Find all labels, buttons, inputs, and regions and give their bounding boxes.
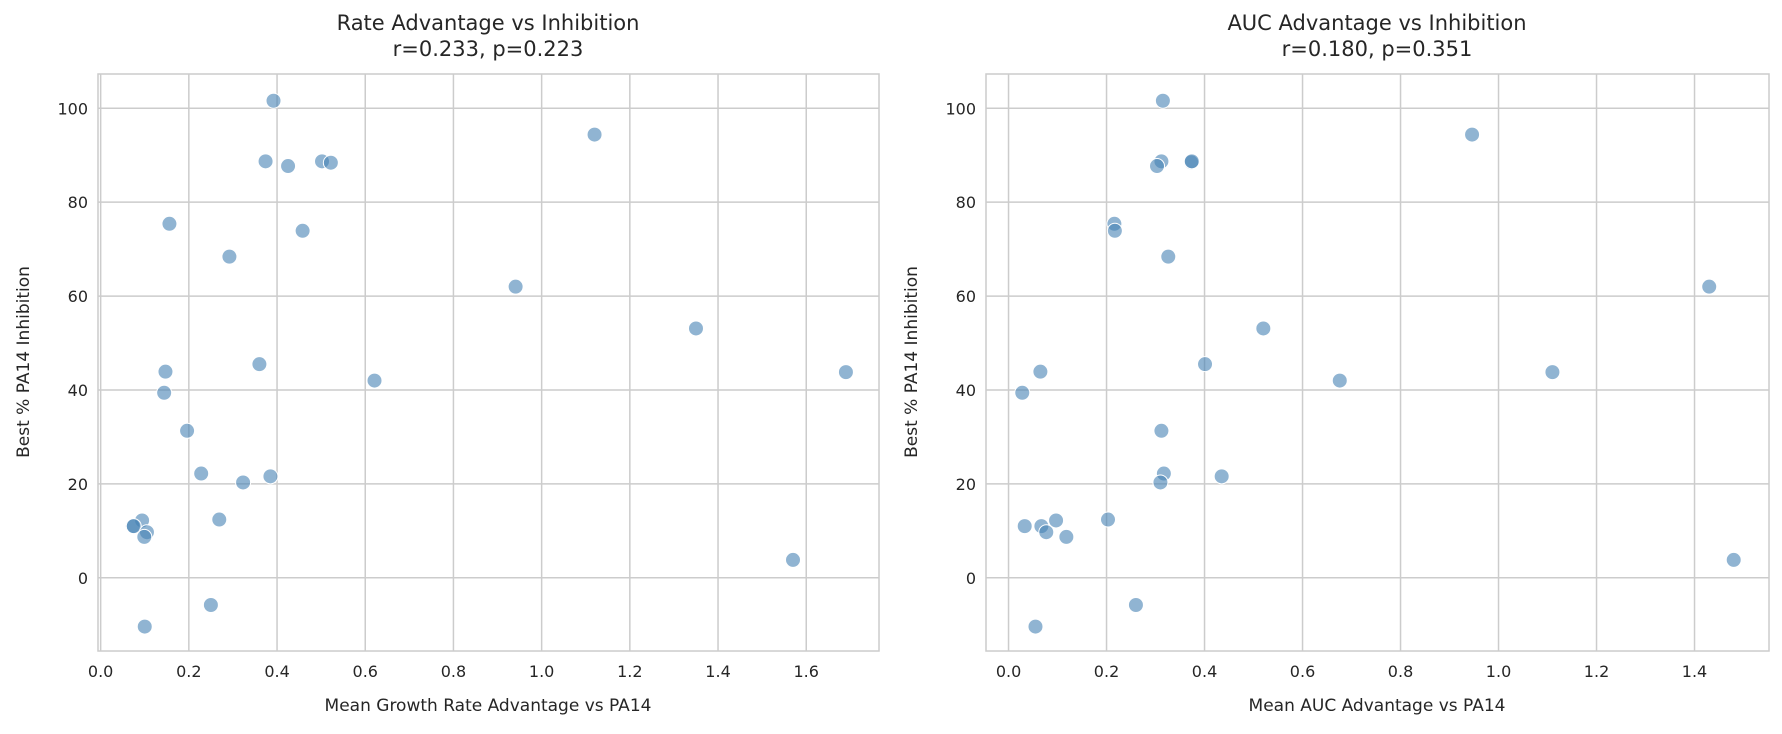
rate-advantage-panel: Rate Advantage vs Inhibition r=0.233, p=… [14,11,880,716]
y-axis-label: Best % PA14 Inhibition [902,266,922,458]
data-point [161,215,178,232]
data-point [156,384,173,401]
y-tick-label: 60 [68,287,88,306]
data-point [1016,518,1033,535]
grid [98,74,879,651]
data-point [257,153,274,170]
y-tick-label: 20 [68,475,88,494]
data-point [1127,596,1144,613]
grid [986,74,1769,651]
data-point [1331,372,1348,389]
data-point [202,596,219,613]
data-point [1154,92,1171,109]
y-tick-label: 100 [945,99,976,118]
data-point [1213,468,1230,485]
x-tick-label: 0.8 [441,662,466,681]
x-tick-label: 1.4 [1682,662,1707,681]
data-point [1255,320,1272,337]
x-tick-label: 0.4 [1192,662,1217,681]
data-point [837,364,854,381]
x-tick-label: 0.0 [88,662,113,681]
data-point [125,518,142,535]
chart-title: AUC Advantage vs Inhibition [1227,11,1526,35]
y-tick-label: 0 [78,569,88,588]
y-tick-label: 40 [68,381,88,400]
y-tick-label: 40 [956,381,976,400]
chart-subtitle: r=0.180, p=0.351 [1282,37,1473,61]
x-tick-label: 0.2 [176,662,201,681]
x-tick-label: 1.0 [1486,662,1511,681]
data-point [366,372,383,389]
x-tick-label: 0.8 [1388,662,1413,681]
data-point [136,528,153,545]
data-point [1183,153,1200,170]
y-tick-label: 80 [68,193,88,212]
scatter-points [1014,92,1742,635]
data-point [322,154,339,171]
x-tick-label: 0.2 [1094,662,1119,681]
x-tick-label: 1.4 [705,662,730,681]
data-point [251,356,268,373]
data-point [1048,512,1065,529]
data-point [1032,363,1049,380]
data-point [211,511,228,528]
data-point [785,551,802,568]
x-tick-label: 0.6 [1290,662,1315,681]
data-point [507,278,524,295]
x-tick-label: 1.2 [617,662,642,681]
data-point [265,92,282,109]
y-tick-label: 20 [956,475,976,494]
data-point [1106,222,1123,239]
chart-subtitle: r=0.233, p=0.223 [393,37,584,61]
x-tick-label: 0.0 [996,662,1021,681]
data-point [1544,364,1561,381]
data-point [262,468,279,485]
data-point [1152,474,1169,491]
data-point [1153,422,1170,439]
data-point [280,158,297,175]
data-point [1014,384,1031,401]
data-point [586,126,603,143]
data-point [1197,356,1214,373]
data-point [294,222,311,239]
data-point [1038,524,1055,541]
data-point [687,320,704,337]
data-point [1701,278,1718,295]
scatter-points [124,92,854,635]
data-point [1149,158,1166,175]
y-tick-label: 100 [57,99,88,118]
data-point [1160,248,1177,265]
data-point [157,363,174,380]
y-tick-label: 80 [956,193,976,212]
data-point [1027,618,1044,635]
data-point [1058,528,1075,545]
y-tick-label: 0 [966,569,976,588]
y-axis-label: Best % PA14 Inhibition [14,266,34,458]
x-axis-label: Mean Growth Rate Advantage vs PA14 [325,696,652,716]
data-point [193,465,210,482]
data-point [179,422,196,439]
data-point [221,248,238,265]
y-tick-label: 60 [956,287,976,306]
chart-title: Rate Advantage vs Inhibition [337,11,640,35]
axes-frame [97,73,880,652]
data-point [1725,551,1742,568]
data-point [136,618,153,635]
x-tick-label: 1.6 [794,662,819,681]
x-tick-label: 0.4 [264,662,289,681]
data-point [1100,511,1117,528]
data-point [1464,126,1481,143]
x-tick-label: 1.0 [529,662,554,681]
x-tick-label: 0.6 [353,662,378,681]
x-tick-label: 1.2 [1584,662,1609,681]
axes-frame [985,73,1770,652]
x-axis-label: Mean AUC Advantage vs PA14 [1249,696,1506,716]
auc-advantage-panel: AUC Advantage vs Inhibition r=0.180, p=0… [902,11,1770,716]
data-point [235,474,252,491]
